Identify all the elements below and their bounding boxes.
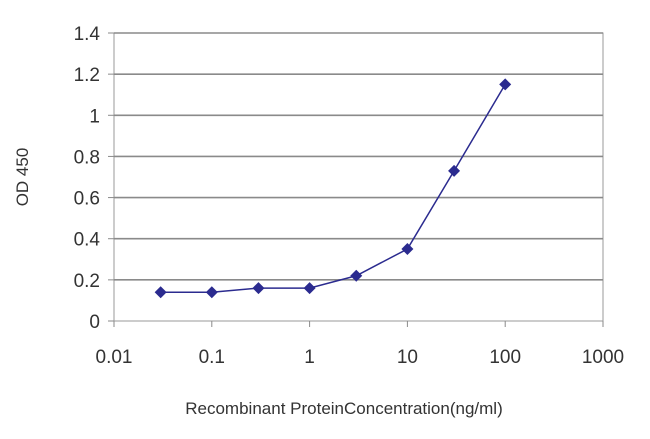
y-tick-label: 0.8: [74, 147, 100, 168]
y-tick-label: 1: [89, 106, 100, 127]
y-tick-label: 0.2: [74, 271, 100, 292]
data-point-marker: [303, 282, 316, 295]
x-axis-title: Recombinant ProteinConcentration(ng/ml): [185, 399, 503, 418]
data-point-marker: [205, 286, 218, 299]
data-point-marker: [401, 243, 414, 255]
x-tick-label: 10: [397, 347, 418, 368]
x-tick-label: 1000: [582, 347, 624, 368]
data-point-marker: [350, 269, 363, 282]
x-tick-label: 0.01: [96, 347, 133, 368]
y-tick-label: 0: [89, 312, 100, 333]
x-tick-label: 100: [489, 347, 521, 368]
grid-lines: [108, 32, 604, 327]
data-point-marker: [154, 286, 167, 299]
data-point-marker: [499, 78, 512, 91]
data-point-marker: [252, 282, 265, 295]
y-tick-label: 1.2: [74, 65, 100, 86]
x-tick-label: 0.1: [199, 347, 225, 368]
data-point-marker: [448, 164, 461, 177]
series-line: [160, 84, 506, 293]
x-tick-labels: 0.01 0.1 1 10 100 1000: [96, 347, 625, 368]
y-tick-label: 0.6: [74, 189, 100, 210]
y-tick-label: 1.4: [74, 24, 101, 45]
x-tick-label: 1: [304, 347, 315, 368]
y-axis-title: OD 450: [13, 148, 32, 207]
series-layer: [154, 78, 512, 299]
y-tick-label: 0.4: [74, 230, 101, 251]
y-tick-labels: 0 0.2 0.4 0.6 0.8 1 1.2 1.4: [74, 24, 101, 333]
